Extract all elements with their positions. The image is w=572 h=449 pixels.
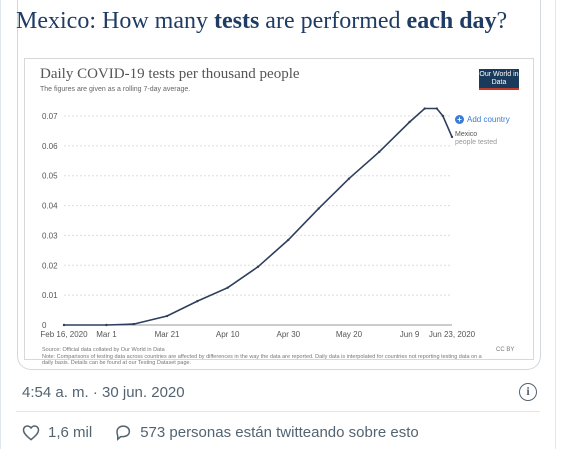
y-tick-label: 0.07 — [42, 112, 58, 121]
chart-frame — [24, 58, 534, 360]
data-point — [347, 177, 351, 180]
license-label: CC BY — [496, 347, 515, 353]
data-point — [317, 207, 320, 210]
y-tick-label: 0.03 — [42, 231, 58, 240]
y-tick-label: 0.05 — [42, 172, 58, 181]
data-point — [441, 114, 445, 118]
chart-title: Daily COVID-19 tests per thousand people — [40, 66, 300, 82]
plus-icon: + — [455, 115, 464, 124]
tweet-timestamp[interactable]: 4:54 a. m. · 30 jun. 2020 — [22, 384, 185, 401]
data-point — [423, 107, 426, 110]
headline-part1: Mexico: How many — [16, 8, 214, 34]
x-tick-label: Apr 10 — [216, 330, 240, 339]
y-tick-label: 0 — [42, 321, 47, 330]
chart-source: Source: Official data collated by Our Wo… — [42, 347, 492, 367]
owid-logo: Our World in Data — [479, 69, 519, 90]
conversation-label: 573 personas están twitteando sobre esto — [140, 424, 419, 441]
y-tick-label: 0.01 — [42, 291, 58, 300]
series-name: Mexico — [455, 131, 478, 138]
add-country-label: Add country — [467, 115, 510, 124]
x-tick-label: Mar 1 — [96, 330, 117, 339]
data-point — [450, 135, 454, 139]
heart-icon — [22, 425, 40, 441]
conversation-button[interactable]: 573 personas están twitteando sobre esto — [114, 424, 419, 441]
headline-bold1: tests — [213, 8, 260, 34]
page-title: Mexico: How many tests are performed eac… — [16, 8, 507, 35]
add-country-button[interactable]: + Add country — [455, 115, 510, 124]
series-label: Mexico people tested — [455, 131, 497, 147]
data-point — [62, 323, 66, 327]
data-point — [378, 150, 381, 154]
series-sublabel: people tested — [455, 139, 498, 146]
data-point — [196, 299, 199, 303]
y-tick-label: 0.04 — [42, 202, 58, 211]
chart-subtitle: The figures are given as a rolling 7-day… — [40, 86, 191, 93]
data-point — [132, 322, 135, 326]
x-tick-label: Mar 21 — [155, 330, 180, 339]
x-tick-label: Feb 16, 2020 — [40, 330, 88, 339]
headline-part2: are performed — [259, 8, 407, 34]
tweet-actions: 1,6 mil 573 personas están twitteando so… — [22, 424, 419, 441]
divider — [16, 411, 540, 412]
headline-part3: ? — [496, 8, 508, 34]
y-tick-label: 0.02 — [42, 261, 58, 270]
like-button[interactable]: 1,6 mil — [22, 424, 92, 441]
x-tick-label: Jun 23, 2020 — [429, 330, 476, 339]
headline-bold2: each day — [406, 8, 497, 34]
note-text: Note: Comparisons of testing data across… — [42, 353, 482, 367]
data-point — [165, 314, 169, 318]
x-tick-label: Jun 9 — [400, 330, 420, 339]
y-tick-label: 0.06 — [42, 142, 58, 151]
x-tick-label: Apr 30 — [277, 330, 301, 339]
info-icon[interactable]: i — [519, 383, 537, 401]
source-text: Source: Official data collated by Our Wo… — [42, 347, 165, 353]
data-point — [435, 107, 439, 110]
x-tick-label: May 20 — [336, 330, 363, 339]
series-line-mexico — [64, 107, 453, 326]
data-point — [226, 286, 229, 289]
data-point — [256, 265, 260, 268]
reply-icon — [116, 425, 131, 441]
like-count: 1,6 mil — [48, 424, 93, 441]
data-point — [105, 323, 108, 327]
data-point — [287, 238, 290, 242]
data-point — [408, 120, 411, 124]
